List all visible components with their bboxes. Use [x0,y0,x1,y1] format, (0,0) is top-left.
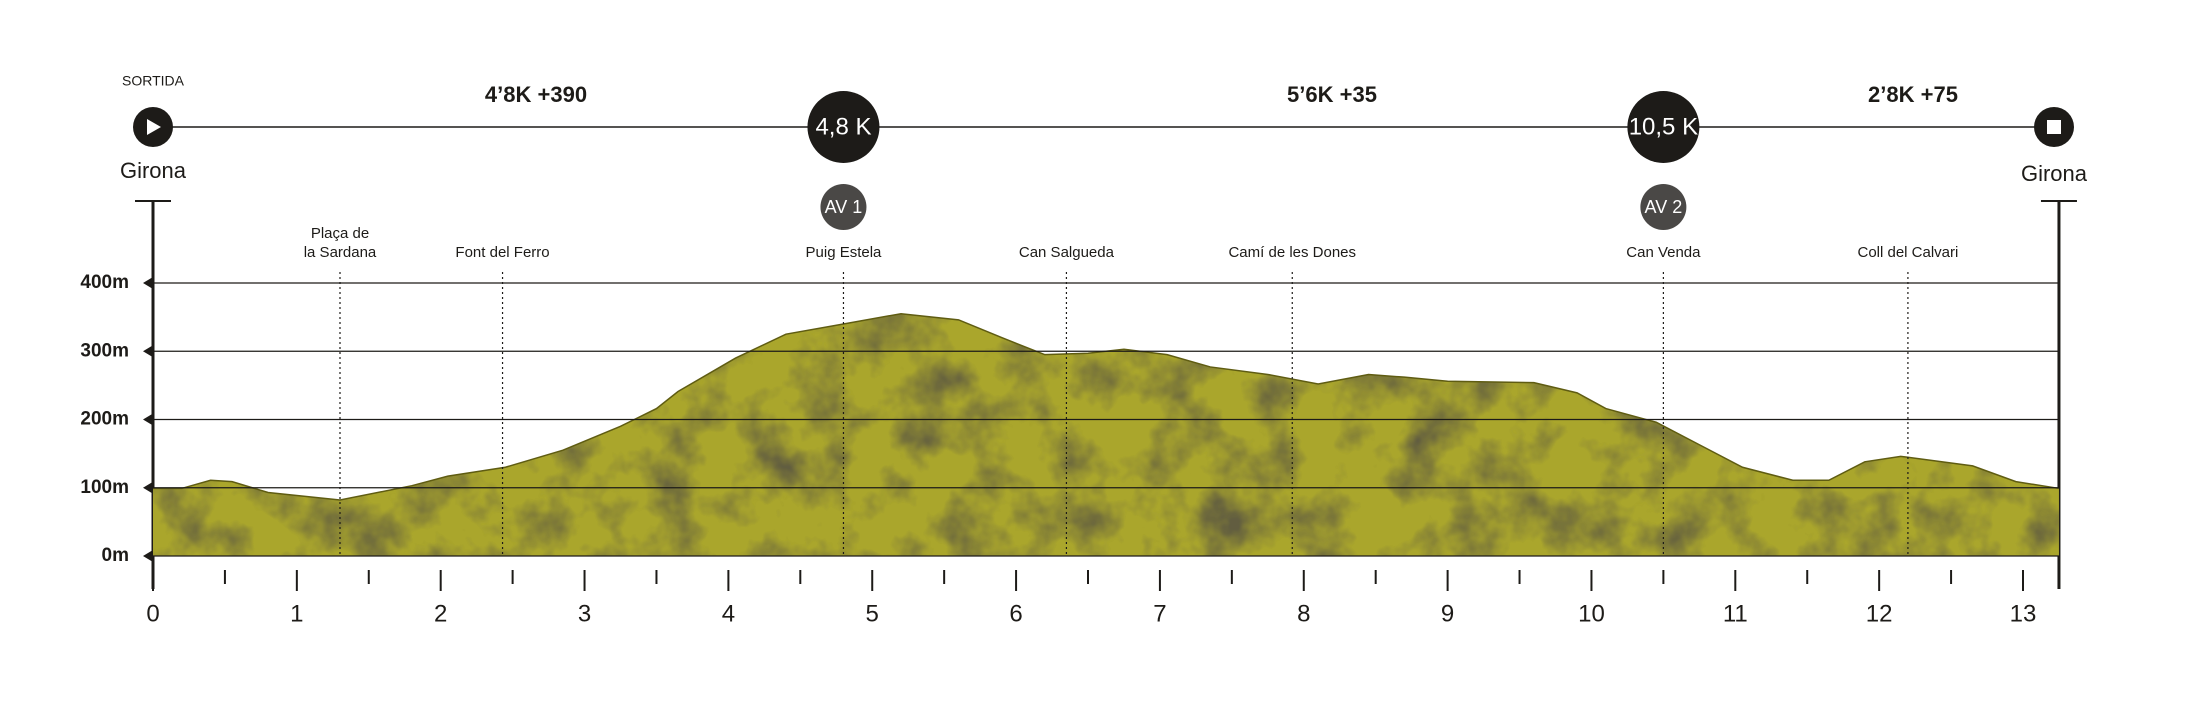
x-tick-label: 5 [866,600,879,627]
y-tick-marker [143,277,153,289]
waypoint-label: Can Salgueda [1019,244,1115,261]
x-tick-label: 6 [1009,600,1022,627]
y-tick-label: 300m [80,340,129,361]
x-tick-label: 8 [1297,600,1310,627]
y-tick-label: 400m [80,272,129,293]
segment-label: 4’8K +390 [485,82,587,107]
aid-station-circle [1640,184,1687,230]
x-tick-label: 11 [1723,600,1748,627]
waypoint-label: la Sardana [304,244,377,261]
waypoint-label: Plaça de [311,225,369,242]
x-tick-label: 0 [146,600,159,627]
aid-station-label: AV 2 [1645,197,1683,217]
y-tick-label: 100m [80,477,129,498]
y-tick-label: 200m [80,409,129,430]
x-tick-label: 4 [722,600,735,627]
play-icon [147,119,161,135]
y-tick-marker [143,550,153,562]
start-label: SORTIDA [122,73,185,89]
x-tick-label: 7 [1153,600,1166,627]
waypoint-label: Can Venda [1626,244,1701,261]
waypoint-label: Puig Estela [806,244,883,261]
y-tick-label: 0m [102,545,129,566]
x-tick-label: 13 [2010,600,2037,627]
x-tick-label: 1 [290,600,303,627]
checkpoint-label: 10,5 K [1629,113,1698,140]
start-name: Girona [120,158,187,183]
checkpoint-circle [807,91,880,163]
aid-station-label: AV 1 [825,197,863,217]
waypoint-label: Font del Ferro [455,244,549,261]
x-tick-label: 10 [1578,600,1605,627]
y-tick-marker [143,481,153,494]
x-tick-label: 3 [578,600,591,627]
y-tick-marker [143,413,153,426]
checkpoint-label: 4,8 K [815,113,871,140]
waypoint-label: Camí de les Dones [1228,244,1356,261]
x-tick-label: 2 [434,600,447,627]
elevation-texture [153,313,2059,556]
y-tick-marker [143,345,153,358]
x-tick-label: 9 [1441,600,1454,627]
waypoint-label: Coll del Calvari [1857,244,1958,261]
x-tick-label: 12 [1866,600,1893,627]
end-name: Girona [2021,161,2088,186]
segment-label: 2’8K +75 [1868,82,1958,107]
stop-icon [2047,120,2061,134]
checkpoint-circle [1627,91,1700,163]
segment-label: 5’6K +35 [1287,82,1377,107]
aid-station-circle [820,184,867,230]
